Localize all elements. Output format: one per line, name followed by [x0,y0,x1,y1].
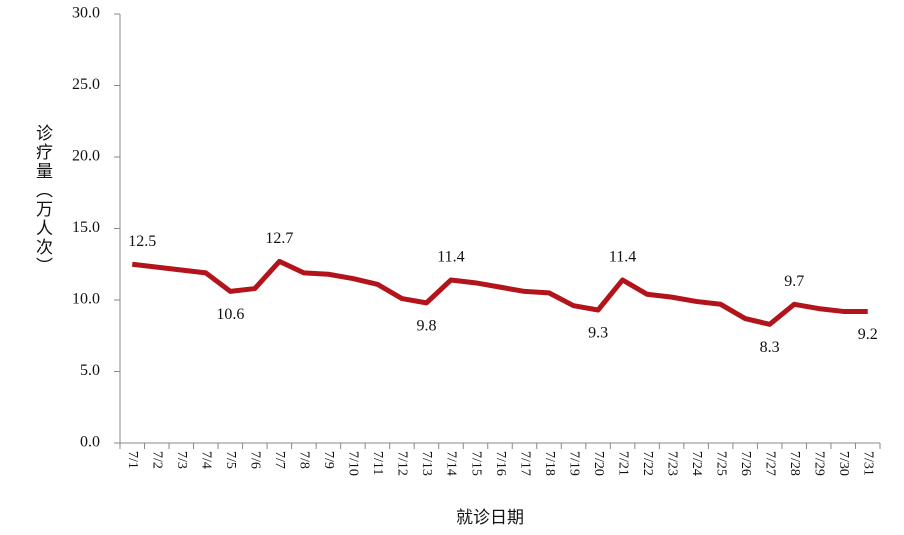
x-tick-label: 7/23 [664,451,679,476]
y-tick-label: 15.0 [72,219,100,236]
x-tick-label: 7/1 [125,451,140,469]
data-label: 10.6 [216,306,244,323]
y-axis-title: 诊疗量（万人次） [32,124,53,276]
x-tick-label: 7/26 [738,451,753,476]
x-tick-label: 7/20 [591,451,606,476]
x-tick-label: 7/9 [321,451,336,469]
y-tick-label: 25.0 [72,76,100,93]
x-tick-label: 7/16 [493,451,508,476]
x-tick-label: 7/8 [297,451,312,469]
x-tick-label: 7/3 [174,451,189,469]
x-tick-label: 7/7 [272,451,287,469]
x-tick-label: 7/18 [542,451,557,476]
x-tick-label: 7/6 [248,451,263,469]
x-tick-label: 7/10 [346,451,361,476]
y-tick-label: 10.0 [72,291,100,308]
x-tick-label: 7/2 [150,451,165,469]
x-tick-label: 7/30 [836,451,851,476]
data-label: 9.2 [858,326,878,343]
data-label: 9.3 [588,325,608,342]
x-tick-label: 7/11 [370,451,385,475]
data-label: 11.4 [437,249,464,266]
data-label: 9.8 [416,318,436,335]
x-tick-label: 7/15 [468,451,483,476]
x-tick-label: 7/5 [223,451,238,469]
x-tick-label: 7/14 [444,451,459,476]
x-tick-label: 7/31 [861,451,876,476]
x-tick-label: 7/24 [689,451,704,476]
x-tick-label: 7/12 [395,451,410,476]
x-tick-label: 7/4 [199,451,214,469]
data-label: 12.5 [128,233,156,250]
y-tick-label: 0.0 [80,434,100,451]
x-tick-label: 7/13 [419,451,434,476]
x-axis-title: 就诊日期 [456,508,524,528]
y-tick-label: 5.0 [80,362,100,379]
x-tick-label: 7/29 [811,451,826,476]
y-tick-label: 30.0 [72,5,100,22]
data-label: 11.4 [609,249,636,266]
x-tick-label: 7/22 [640,451,655,476]
data-label: 8.3 [760,339,780,356]
y-tick-label: 20.0 [72,148,100,165]
data-label: 12.7 [265,230,293,247]
x-tick-label: 7/25 [713,451,728,476]
x-tick-label: 7/28 [787,451,802,476]
data-label: 9.7 [784,273,804,290]
x-tick-label: 7/19 [566,451,581,476]
x-tick-label: 7/21 [615,451,630,476]
data-line [131,258,868,327]
x-tick-label: 7/17 [517,451,532,476]
x-tick-label: 7/27 [762,451,777,476]
